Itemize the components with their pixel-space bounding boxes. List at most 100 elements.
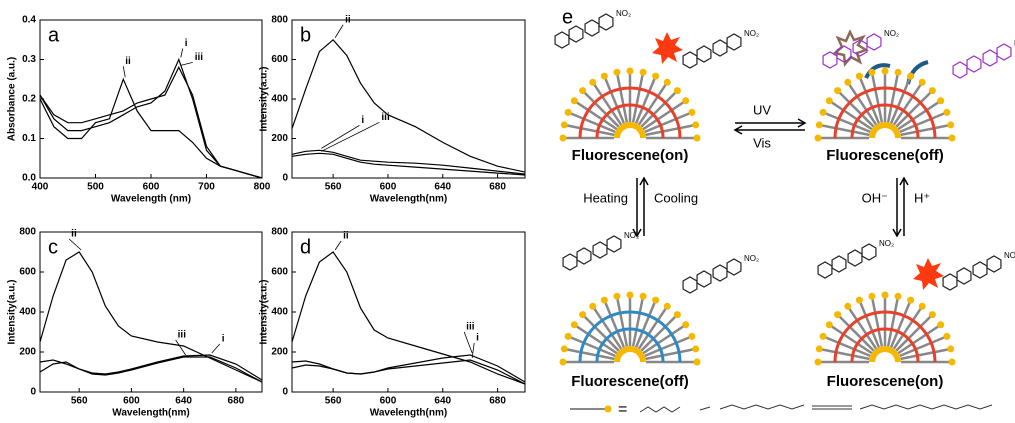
- ring: [956, 267, 972, 285]
- y-tick-label: 400: [271, 94, 288, 105]
- series-line: [291, 38, 526, 173]
- label-leader: [175, 339, 186, 356]
- chain-head: [881, 291, 889, 299]
- micelle: [559, 67, 701, 142]
- layer: [578, 310, 682, 363]
- label-leader: [321, 125, 360, 149]
- y-tick-label: 0.2: [22, 94, 36, 105]
- panel-label: d: [300, 236, 311, 258]
- layer: [595, 103, 665, 139]
- series-label: ii: [71, 229, 77, 240]
- arrow-label: Cooling: [654, 190, 698, 205]
- series-label: i: [361, 115, 364, 126]
- chain-head: [937, 321, 945, 329]
- chain-head: [682, 97, 690, 105]
- chain-head: [600, 72, 608, 80]
- chain: [642, 325, 684, 355]
- series-line: [39, 77, 263, 179]
- ring: [972, 261, 988, 279]
- core: [869, 122, 901, 139]
- chain: [895, 315, 932, 352]
- chain: [634, 302, 656, 348]
- arrow-label: Heating: [583, 190, 628, 205]
- y-tick-label: 0.0: [22, 173, 36, 184]
- y-tick-label: 800: [271, 227, 288, 238]
- chain: [570, 336, 616, 358]
- chain-head: [948, 134, 956, 142]
- state-label: Fluorescene(on): [827, 373, 944, 390]
- chain-head: [663, 302, 671, 310]
- chain-head: [652, 296, 660, 304]
- y-tick-label: 600: [271, 54, 288, 65]
- label-leader: [334, 24, 344, 38]
- chain-head: [948, 358, 956, 366]
- ring: [554, 31, 570, 49]
- chain-head: [639, 68, 647, 76]
- y-tick-label: 0.3: [22, 54, 36, 65]
- chain-head: [673, 311, 681, 319]
- series-line: [291, 149, 526, 175]
- chain: [838, 91, 875, 128]
- series-label: i: [476, 333, 479, 344]
- nitro-group: NO₂: [744, 29, 759, 38]
- chain-head: [907, 72, 915, 80]
- ring: [568, 25, 584, 43]
- chain: [640, 315, 677, 352]
- series-line: [39, 251, 263, 383]
- ring: [584, 19, 600, 37]
- chain: [616, 74, 629, 123]
- x-tick-label: 600: [380, 182, 397, 193]
- nitro-group: NO₂: [744, 254, 759, 263]
- chain: [637, 84, 667, 126]
- chain-head: [589, 78, 597, 86]
- chain-head: [894, 68, 902, 76]
- series-label: iii: [195, 52, 204, 63]
- chain-head: [881, 67, 889, 75]
- chain-head: [928, 311, 936, 319]
- nitro-group: NO₂: [1004, 251, 1015, 260]
- y-tick-label: 200: [19, 347, 36, 358]
- chain-head: [855, 72, 863, 80]
- chain-head: [868, 68, 876, 76]
- nitro-group: NO₂: [884, 29, 899, 38]
- arrow-head: [899, 176, 909, 186]
- chain-head: [589, 302, 597, 310]
- label-leader: [180, 62, 193, 66]
- ring: [726, 33, 742, 51]
- chain-head: [570, 97, 578, 105]
- layer: [578, 86, 682, 139]
- x-tick-label: 640: [175, 396, 192, 407]
- y-tick-label: 0: [282, 173, 288, 184]
- x-tick-label: 500: [87, 182, 104, 193]
- chain: [604, 302, 626, 348]
- chain-head: [600, 296, 608, 304]
- structure-sketch: [639, 404, 993, 413]
- y-axis-label: Intensity(a.u.): [7, 279, 18, 344]
- chain-head: [692, 345, 700, 353]
- chain-head: [559, 358, 567, 366]
- chain: [900, 124, 949, 137]
- chain-head: [673, 87, 681, 95]
- y-tick-label: 200: [271, 347, 288, 358]
- chain: [899, 336, 945, 358]
- series-line: [39, 57, 263, 179]
- ring: [576, 247, 592, 265]
- x-tick-label: 700: [198, 182, 215, 193]
- chain-head: [937, 97, 945, 105]
- chain: [637, 308, 667, 350]
- chain: [900, 348, 949, 361]
- chain: [895, 91, 932, 128]
- chain-head: [688, 332, 696, 340]
- chain-head: [943, 332, 951, 340]
- chain-head: [559, 134, 567, 142]
- chain: [576, 325, 618, 355]
- arrow-label: Vis: [753, 135, 771, 150]
- chain: [645, 348, 694, 361]
- chain: [892, 84, 922, 126]
- chain: [825, 112, 871, 134]
- chain: [570, 112, 616, 134]
- chain-head: [918, 78, 926, 86]
- series-line: [39, 354, 263, 381]
- ring: [682, 51, 698, 69]
